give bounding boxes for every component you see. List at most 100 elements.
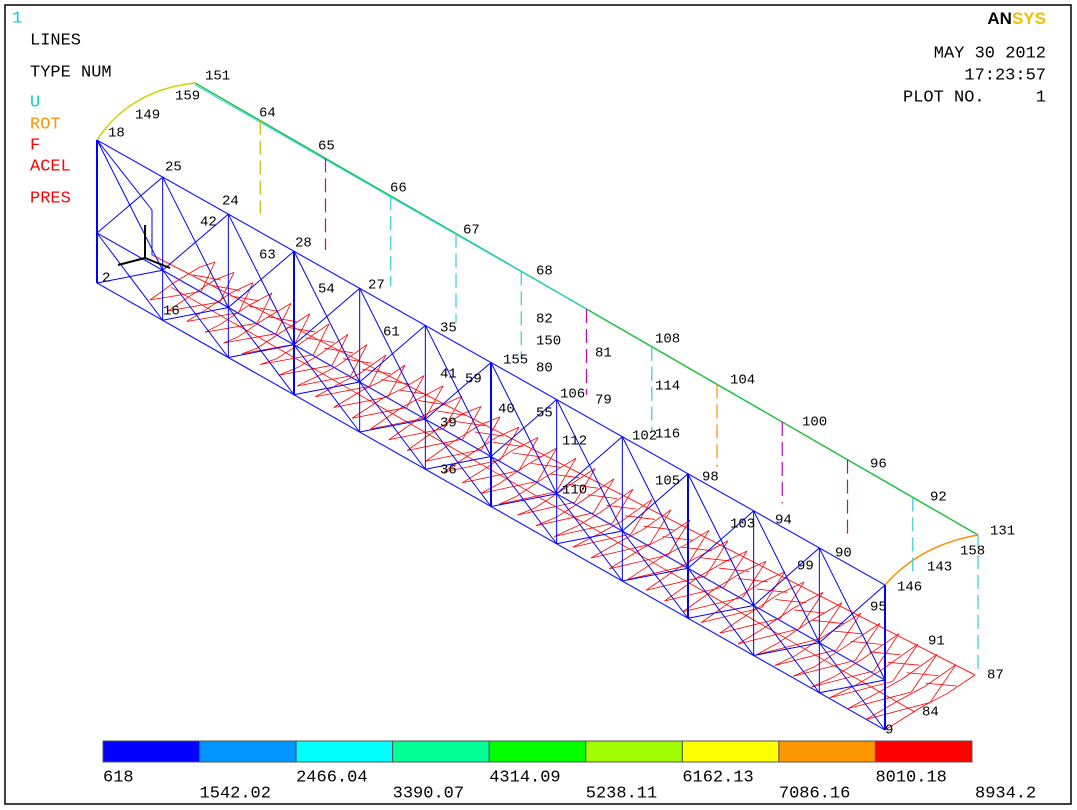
mesh-line: [282, 350, 302, 363]
legend-color: [778, 740, 876, 763]
mesh-line: [317, 333, 349, 357]
mesh-line: [794, 635, 826, 657]
legend-value: 7086.16: [779, 784, 850, 803]
node-label: 150: [536, 334, 561, 350]
mesh-line: [149, 282, 175, 301]
node-label: 84: [922, 705, 939, 721]
mesh-line: [687, 510, 754, 569]
mesh-line: [745, 594, 779, 617]
mesh-line: [297, 323, 330, 346]
legend-color: [488, 740, 587, 763]
mesh-line: [580, 520, 600, 532]
legend-value: 2466.04: [296, 768, 367, 787]
mesh-line: [315, 382, 342, 398]
mesh-line: [910, 654, 938, 693]
mesh-line: [803, 647, 822, 660]
legend-value: 8934.2: [975, 784, 1036, 803]
mesh-line: [649, 509, 672, 545]
mesh-line: [620, 529, 643, 542]
mesh-line: [606, 504, 637, 510]
mesh-line: [590, 540, 621, 559]
mesh-line: [256, 333, 280, 349]
mesh-line: [664, 519, 691, 538]
mesh-line: [490, 399, 557, 457]
mesh-line: [811, 676, 835, 688]
mesh-line: [425, 456, 492, 470]
node-label: 108: [655, 332, 680, 348]
mesh-line: [537, 447, 558, 482]
mesh-line: [524, 488, 544, 501]
mesh-line: [516, 477, 545, 497]
mesh-line: [173, 267, 200, 284]
mesh-line: [215, 271, 235, 281]
mesh-line: [237, 320, 263, 338]
node-label: 40: [498, 402, 515, 418]
node-label: 159: [175, 89, 200, 105]
mesh-line: [188, 279, 216, 297]
mesh-line: [241, 348, 257, 355]
mesh-line: [641, 536, 665, 549]
mesh-line: [211, 284, 240, 291]
mesh-line: [568, 483, 599, 489]
mesh-line: [920, 693, 948, 708]
mesh-line: [406, 375, 425, 408]
plot-info: ACEL: [30, 157, 71, 176]
node-label: 2: [102, 271, 110, 287]
node-label: 42: [200, 215, 217, 231]
mesh-line: [359, 418, 426, 433]
mesh-line: [587, 494, 618, 500]
legend-value: 1542.02: [200, 784, 271, 803]
mesh-line: [609, 554, 669, 570]
mesh-line: [499, 491, 557, 505]
node-label: 68: [536, 264, 553, 280]
node-label: 16: [163, 304, 180, 320]
mesh-line: [535, 517, 556, 527]
mesh-line: [286, 326, 316, 333]
node-label: 81: [595, 346, 612, 362]
mesh-line: [293, 381, 360, 396]
mesh-line: [899, 686, 925, 701]
mesh-line: [535, 512, 594, 527]
mesh-line: [220, 306, 247, 325]
mesh-line: [490, 493, 557, 507]
node-label: 102: [632, 429, 657, 445]
mesh-line: [228, 250, 295, 308]
mesh-line: [635, 552, 655, 564]
logo-part: SYS: [1012, 9, 1046, 28]
node-label: 65: [318, 139, 335, 155]
legend-color: [295, 740, 394, 763]
model-geometry: [96, 82, 979, 731]
mesh-line: [352, 407, 407, 419]
mesh-line: [498, 495, 517, 505]
node-label: 98: [702, 470, 719, 486]
logo-part: AN: [987, 9, 1012, 28]
mesh-line: [451, 424, 481, 443]
mesh-line: [480, 483, 500, 494]
mesh-line: [186, 312, 239, 322]
mesh-line: [664, 576, 699, 602]
mesh-line: [737, 629, 762, 645]
node-label: 90: [835, 546, 852, 562]
legend-value: 6162.13: [682, 768, 753, 787]
mesh-line: [518, 437, 539, 471]
mesh-line: [162, 307, 229, 321]
mesh-line: [312, 323, 330, 355]
mesh-line: [861, 633, 900, 661]
mesh-line: [359, 325, 426, 383]
mesh-line: [877, 690, 897, 702]
mesh-line: [230, 282, 254, 294]
node-label: 41: [440, 367, 457, 383]
mesh-line: [556, 436, 623, 495]
mesh-line: [431, 435, 451, 447]
mesh-line: [462, 469, 483, 484]
node-label: 116: [655, 427, 680, 443]
mesh-line: [496, 426, 520, 438]
date: MAY 30 2012: [934, 44, 1046, 63]
node-label: 99: [797, 559, 814, 575]
mesh-line: [315, 385, 370, 398]
mesh-line: [275, 303, 292, 334]
mesh-line: [576, 512, 600, 527]
plot-info: F: [30, 136, 40, 155]
mesh-line: [555, 457, 577, 492]
mesh-line: [267, 316, 297, 323]
